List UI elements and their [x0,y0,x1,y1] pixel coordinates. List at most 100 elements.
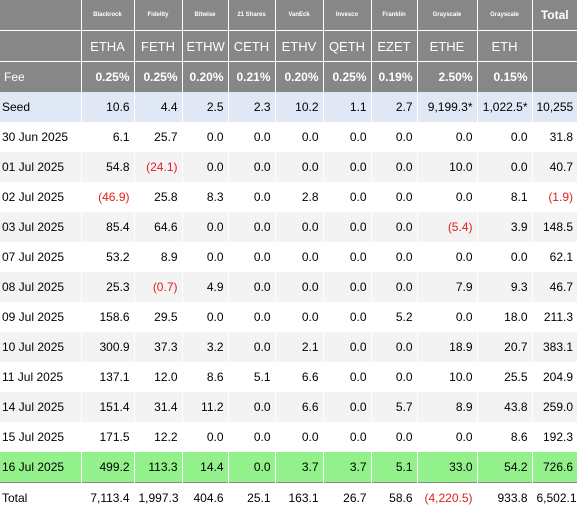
ticker-label: ETHE [417,31,477,62]
flow-value: 0.0 [275,422,323,452]
flow-value: 7,113.4 [81,483,134,513]
ticker-label: ETH [477,31,532,62]
flow-value: 8.9 [134,242,182,272]
flow-value: 9,199.3* [417,92,477,122]
fee-value: 0.25% [81,62,134,93]
flow-value: 0.0 [228,152,275,182]
flow-value: 2.5 [182,92,228,122]
flow-value: 10.2 [275,92,323,122]
flow-value: 204.9 [532,362,577,392]
row-label: 30 Jun 2025 [0,122,81,152]
flow-value: 25.1 [228,483,275,513]
flow-value: 3.7 [323,452,371,483]
fee-row: Fee 0.25%0.25%0.20%0.21%0.20%0.25%0.19%2… [0,62,577,93]
row-label: Seed [0,92,81,122]
ticker-label: ETHW [182,31,228,62]
flow-value: 0.0 [182,302,228,332]
flow-value: (4,220.5) [417,483,477,513]
flow-value: 12.2 [134,422,182,452]
flow-value: 0.0 [275,122,323,152]
flow-value: 25.7 [134,122,182,152]
flow-value: 0.0 [275,242,323,272]
flow-value: 0.0 [228,452,275,483]
ticker-label: CETH [228,31,275,62]
flow-value: 26.7 [323,483,371,513]
flow-value: (46.9) [81,182,134,212]
flow-value: 2.8 [275,182,323,212]
flow-value: 0.0 [182,422,228,452]
fee-value: 0.20% [275,62,323,93]
flow-value: 0.0 [228,392,275,422]
flow-value: 0.0 [417,242,477,272]
flow-value: 8.9 [417,392,477,422]
flow-value: 0.0 [182,152,228,182]
flow-value: 53.2 [81,242,134,272]
flow-value: 3.7 [275,452,323,483]
flow-value: 10,255 [532,92,577,122]
flow-value: 383.1 [532,332,577,362]
flow-value: 726.6 [532,452,577,483]
flow-value: (24.1) [134,152,182,182]
flow-value: 137.1 [81,362,134,392]
flow-value: 0.0 [182,212,228,242]
flow-value: 0.0 [275,302,323,332]
flow-value: 933.8 [477,483,532,513]
row-label: 10 Jul 2025 [0,332,81,362]
fee-value: 0.25% [323,62,371,93]
flow-value: 4.9 [182,272,228,302]
row-label: 07 Jul 2025 [0,242,81,272]
flow-value: 1,022.5* [477,92,532,122]
flow-value: 0.0 [228,242,275,272]
flow-value: 211.3 [532,302,577,332]
issuer-name: Grayscale [417,0,477,31]
flow-value: 29.5 [134,302,182,332]
flow-value: 0.0 [275,152,323,182]
flow-value: 404.6 [182,483,228,513]
flow-value: 148.5 [532,212,577,242]
flow-value: 0.0 [371,212,417,242]
flow-value: 300.9 [81,332,134,362]
flow-value: 0.0 [371,332,417,362]
flow-value: 8.6 [477,422,532,452]
row-label: 02 Jul 2025 [0,182,81,212]
flow-value: 11.2 [182,392,228,422]
flow-value: 6,502.1 [532,483,577,513]
flow-value: 0.0 [228,272,275,302]
flow-value: 499.2 [81,452,134,483]
flow-value: 5.2 [371,302,417,332]
flow-value: 0.0 [323,182,371,212]
flow-value: 31.4 [134,392,182,422]
flow-value: 158.6 [81,302,134,332]
flow-value: 0.0 [371,422,417,452]
flow-value: 64.6 [134,212,182,242]
flow-value: 0.0 [182,122,228,152]
issuer-name: 21 Shares [228,0,275,31]
flow-value: 3.9 [477,212,532,242]
flow-value: 0.0 [228,122,275,152]
fee-value: 2.50% [417,62,477,93]
flow-value: 62.1 [532,242,577,272]
flow-value: 0.0 [228,332,275,362]
issuer-name: Franklin [371,0,417,31]
flow-value: 5.1 [371,452,417,483]
flow-value: 7.9 [417,272,477,302]
flow-value: 0.0 [371,122,417,152]
flow-value: 5.1 [228,362,275,392]
ticker-label: ETHV [275,31,323,62]
ticker-corner [0,31,81,62]
flow-value: 0.0 [323,302,371,332]
flow-value: 54.8 [81,152,134,182]
flow-value: 6.6 [275,392,323,422]
flow-value: 171.5 [81,422,134,452]
issuer-name: Bitwise [182,0,228,31]
total-column-header: Total [532,0,577,31]
row-label: 14 Jul 2025 [0,392,81,422]
issuer-name: Grayscale [477,0,532,31]
flow-value: 0.0 [323,332,371,362]
